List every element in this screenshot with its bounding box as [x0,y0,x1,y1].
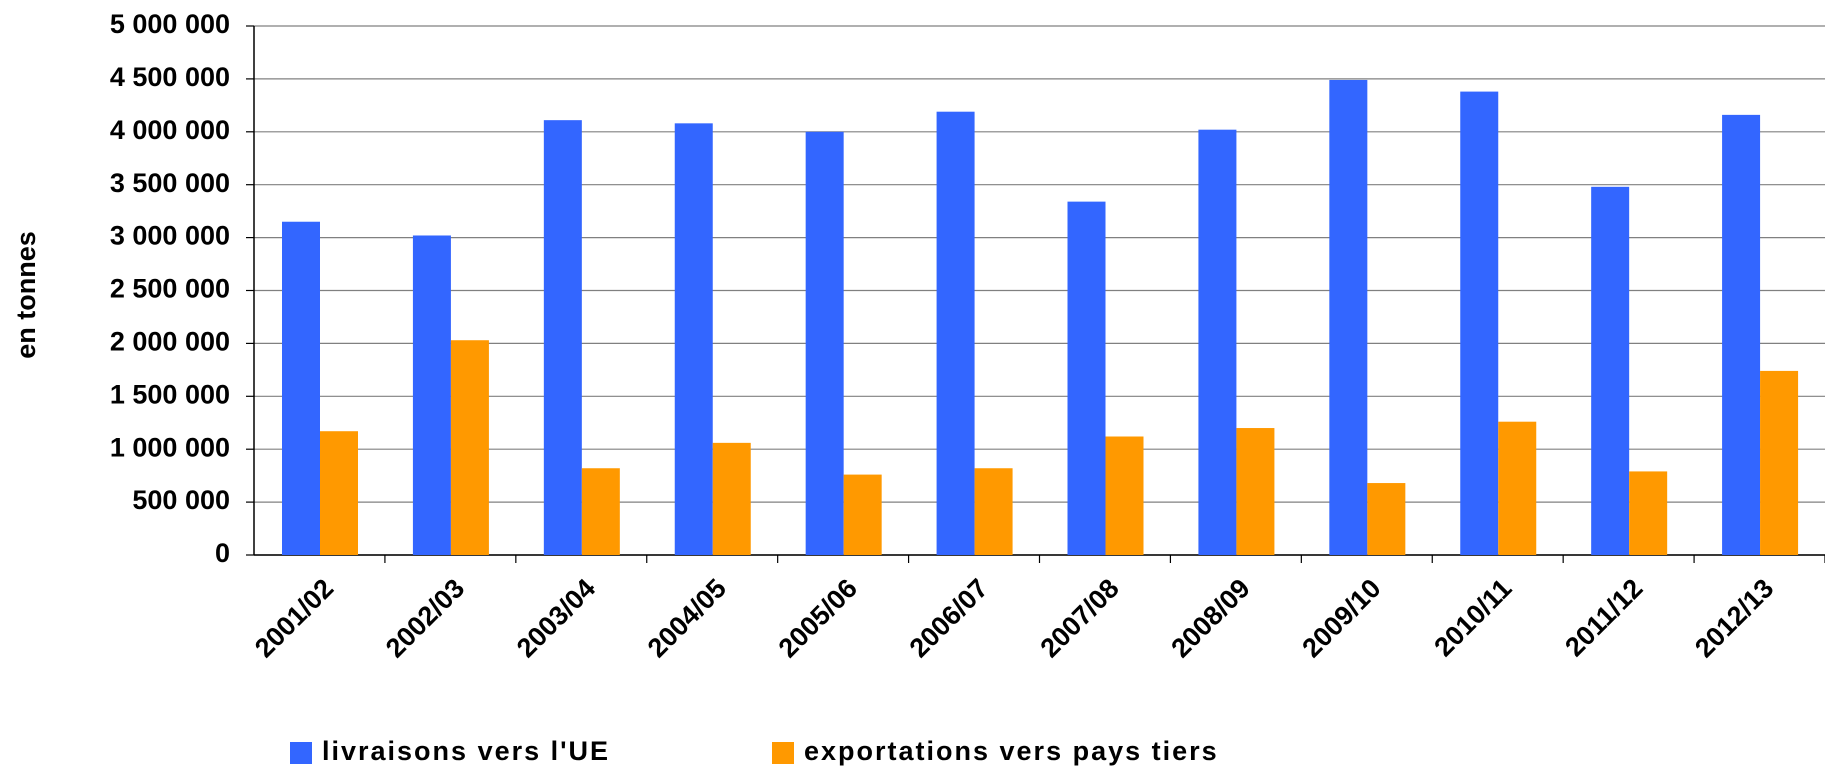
bar [581,468,620,555]
y-tick-label: 2 500 000 [110,274,230,304]
bar [320,431,358,555]
y-tick-label: 3 000 000 [110,221,230,251]
y-tick-label: 4 000 000 [110,115,230,145]
legend: livraisons vers l'UE exportations vers pa… [290,736,1219,766]
legend-label: livraisons vers l'UE [322,736,610,766]
y-tick-label: 1 000 000 [110,432,230,462]
x-tick-label: 2007/08 [1035,573,1125,663]
legend-label: exportations vers pays tiers [804,736,1219,766]
bar [543,120,582,556]
bar [1329,79,1368,555]
legend-swatch [772,742,794,764]
y-tick-label: 500 000 [132,485,230,515]
bar [974,468,1013,555]
x-tick-label: 2006/07 [904,573,994,663]
bar [712,442,751,555]
bar [1722,114,1761,555]
x-tick-label: 2001/02 [249,573,339,663]
legend-swatch [290,742,312,764]
bar [805,131,844,556]
y-tick-label: 2 000 000 [110,327,230,357]
y-tick-label: 4 500 000 [110,62,230,92]
bar [1760,370,1799,555]
bar [1067,201,1106,556]
bar [1105,436,1144,555]
bar [936,111,975,555]
y-tick-label: 3 500 000 [110,168,230,198]
bar [674,123,713,555]
x-tick-label: 2003/04 [511,573,601,663]
x-tick-label: 2011/12 [1559,573,1648,662]
bar [1498,421,1537,555]
x-tick-label: 2010/11 [1428,573,1517,662]
bar [1198,129,1237,555]
bar [1367,483,1406,555]
bar [282,221,320,556]
bar [1236,428,1275,555]
y-tick-label: 1 500 000 [110,379,230,409]
x-tick-label: 2008/09 [1165,573,1255,663]
x-tick-label: 2005/06 [773,573,863,663]
bar [1629,471,1668,555]
y-tick-label: 0 [215,538,230,568]
x-tick-label: 2002/03 [380,573,470,663]
x-tick-label: 2009/10 [1296,573,1386,663]
x-tick-label: 2012/13 [1689,573,1779,663]
bar [1460,91,1499,555]
bar [450,340,489,555]
bar [412,235,451,555]
x-tick-label: 2004/05 [642,573,732,663]
bar [843,474,882,555]
bar [1591,186,1630,556]
y-tick-label: 5 000 000 [110,9,230,39]
y-axis-label: en tonnes [11,231,41,359]
